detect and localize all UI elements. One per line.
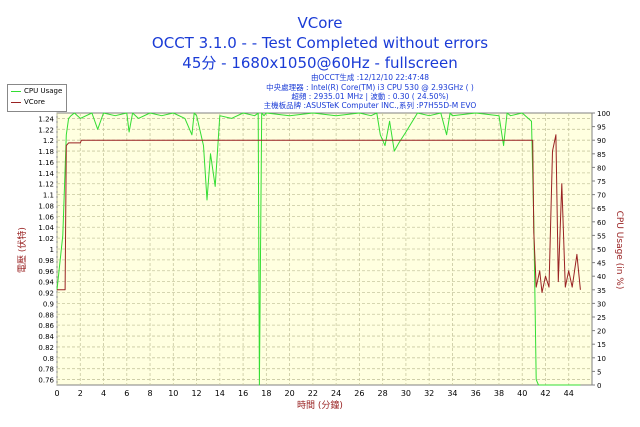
y-left-tick-label: 0.98 bbox=[38, 257, 54, 265]
y-left-tick-label: 0.94 bbox=[38, 279, 54, 287]
x-tick-label: 28 bbox=[378, 389, 388, 398]
y-left-tick-label: 0.86 bbox=[38, 322, 54, 330]
x-tick-label: 32 bbox=[424, 389, 434, 398]
y-right-tick-label: 50 bbox=[597, 246, 606, 254]
y-right-tick-label: 65 bbox=[597, 205, 606, 213]
info-frequency: 超頻 : 2935.01 MHz | 波動 : 0.30 ( 24.50%) bbox=[291, 92, 449, 101]
legend: CPU Usage VCore bbox=[7, 84, 67, 112]
y-right-tick-label: 25 bbox=[597, 314, 606, 322]
x-tick-label: 10 bbox=[168, 389, 178, 398]
y-right-tick-label: 60 bbox=[597, 219, 606, 227]
chart-subtitle-duration-resolution: 45分 - 1680x1050@60Hz - fullscreen bbox=[182, 54, 458, 72]
x-tick-label: 42 bbox=[540, 389, 550, 398]
y-right-tick-label: 0 bbox=[597, 382, 601, 390]
y-right-tick-label: 45 bbox=[597, 260, 606, 268]
chart-subtitle-test-status: OCCT 3.1.0 - - Test Completed without er… bbox=[151, 34, 489, 52]
info-cpu: 中央處理器 : Intel(R) Core(TM) i3 CPU 530 @ 2… bbox=[266, 83, 474, 92]
y-left-tick-label: 0.8 bbox=[43, 355, 54, 363]
x-tick-label: 18 bbox=[261, 389, 271, 398]
legend-label-cpu-usage: CPU Usage bbox=[24, 87, 63, 95]
y-left-tick-label: 1.22 bbox=[38, 126, 54, 134]
y-right-tick-label: 95 bbox=[597, 124, 606, 132]
legend-item-cpu-usage: CPU Usage bbox=[11, 87, 62, 95]
y-left-tick-label: 0.82 bbox=[38, 344, 54, 352]
chart-title: VCore bbox=[297, 14, 343, 32]
y-left-tick-label: 0.9 bbox=[43, 300, 54, 308]
x-tick-label: 4 bbox=[101, 389, 106, 398]
y-right-tick-label: 85 bbox=[597, 151, 606, 159]
x-tick-label: 30 bbox=[401, 389, 411, 398]
x-tick-label: 24 bbox=[331, 389, 341, 398]
y-right-tick-label: 55 bbox=[597, 232, 606, 240]
y-left-tick-label: 1.08 bbox=[38, 202, 54, 210]
x-tick-label: 12 bbox=[191, 389, 201, 398]
x-tick-label: 16 bbox=[238, 389, 248, 398]
x-tick-label: 6 bbox=[124, 389, 129, 398]
y-left-tick-label: 1.14 bbox=[38, 170, 54, 178]
info-motherboard: 主機板品牌 :ASUSTeK Computer INC.,系列 :P7H55D-… bbox=[263, 101, 477, 110]
y-left-tick-label: 1.04 bbox=[38, 224, 54, 232]
y-left-tick-label: 1 bbox=[50, 246, 54, 254]
y-left-tick-label: 1.02 bbox=[38, 235, 54, 243]
x-tick-label: 40 bbox=[517, 389, 527, 398]
legend-item-vcore: VCore bbox=[11, 98, 45, 106]
x-tick-label: 2 bbox=[78, 389, 83, 398]
y-left-tick-label: 0.92 bbox=[38, 290, 54, 298]
legend-label-vcore: VCore bbox=[24, 98, 45, 106]
x-tick-label: 0 bbox=[54, 389, 59, 398]
x-axis-title: 時間 (分鐘) bbox=[297, 399, 343, 411]
y-right-tick-label: 5 bbox=[597, 368, 601, 376]
series-line-cpu-usage bbox=[56, 112, 581, 386]
x-tick-label: 26 bbox=[354, 389, 364, 398]
y-right-tick-label: 15 bbox=[597, 341, 606, 349]
y-axis-title-left: 電壓 (伏特) bbox=[16, 227, 28, 273]
y-right-tick-label: 30 bbox=[597, 300, 606, 308]
info-generated: 由OCCT生成 :12/12/10 22:47:48 bbox=[310, 73, 430, 82]
x-tick-label: 20 bbox=[285, 389, 295, 398]
y-right-tick-label: 75 bbox=[597, 178, 606, 186]
y-left-tick-label: 0.96 bbox=[38, 268, 54, 276]
y-right-tick-label: 100 bbox=[597, 110, 610, 118]
y-left-tick-label: 1.06 bbox=[38, 213, 54, 221]
legend-swatch-cpu-usage bbox=[11, 90, 21, 92]
x-tick-label: 34 bbox=[447, 389, 457, 398]
y-right-tick-label: 80 bbox=[597, 164, 606, 172]
y-right-tick-label: 40 bbox=[597, 273, 606, 281]
x-tick-label: 8 bbox=[147, 389, 152, 398]
legend-swatch-vcore bbox=[11, 101, 21, 103]
x-tick-label: 38 bbox=[494, 389, 504, 398]
y-right-tick-label: 35 bbox=[597, 287, 606, 295]
y-left-tick-label: 0.84 bbox=[38, 333, 54, 341]
y-left-tick-label: 0.88 bbox=[38, 311, 54, 319]
y-left-tick-label: 0.78 bbox=[38, 366, 54, 374]
y-left-tick-label: 1.18 bbox=[38, 148, 54, 156]
y-left-tick-label: 1.1 bbox=[43, 192, 54, 200]
x-tick-label: 14 bbox=[215, 389, 225, 398]
y-axis-title-right: CPU Usage (in %) bbox=[614, 211, 624, 290]
y-left-tick-label: 0.76 bbox=[38, 377, 54, 385]
y-right-tick-label: 90 bbox=[597, 137, 606, 145]
series-line-vcore bbox=[57, 134, 581, 293]
y-left-tick-label: 1.2 bbox=[43, 137, 54, 145]
y-left-tick-label: 1.12 bbox=[38, 181, 54, 189]
x-tick-label: 22 bbox=[308, 389, 318, 398]
y-right-tick-label: 10 bbox=[597, 355, 606, 363]
x-tick-label: 44 bbox=[564, 389, 574, 398]
x-tick-label: 36 bbox=[471, 389, 481, 398]
y-right-tick-label: 70 bbox=[597, 192, 606, 200]
y-left-tick-label: 1.16 bbox=[38, 159, 54, 167]
y-left-tick-label: 1.24 bbox=[38, 115, 54, 123]
y-right-tick-label: 20 bbox=[597, 328, 606, 336]
